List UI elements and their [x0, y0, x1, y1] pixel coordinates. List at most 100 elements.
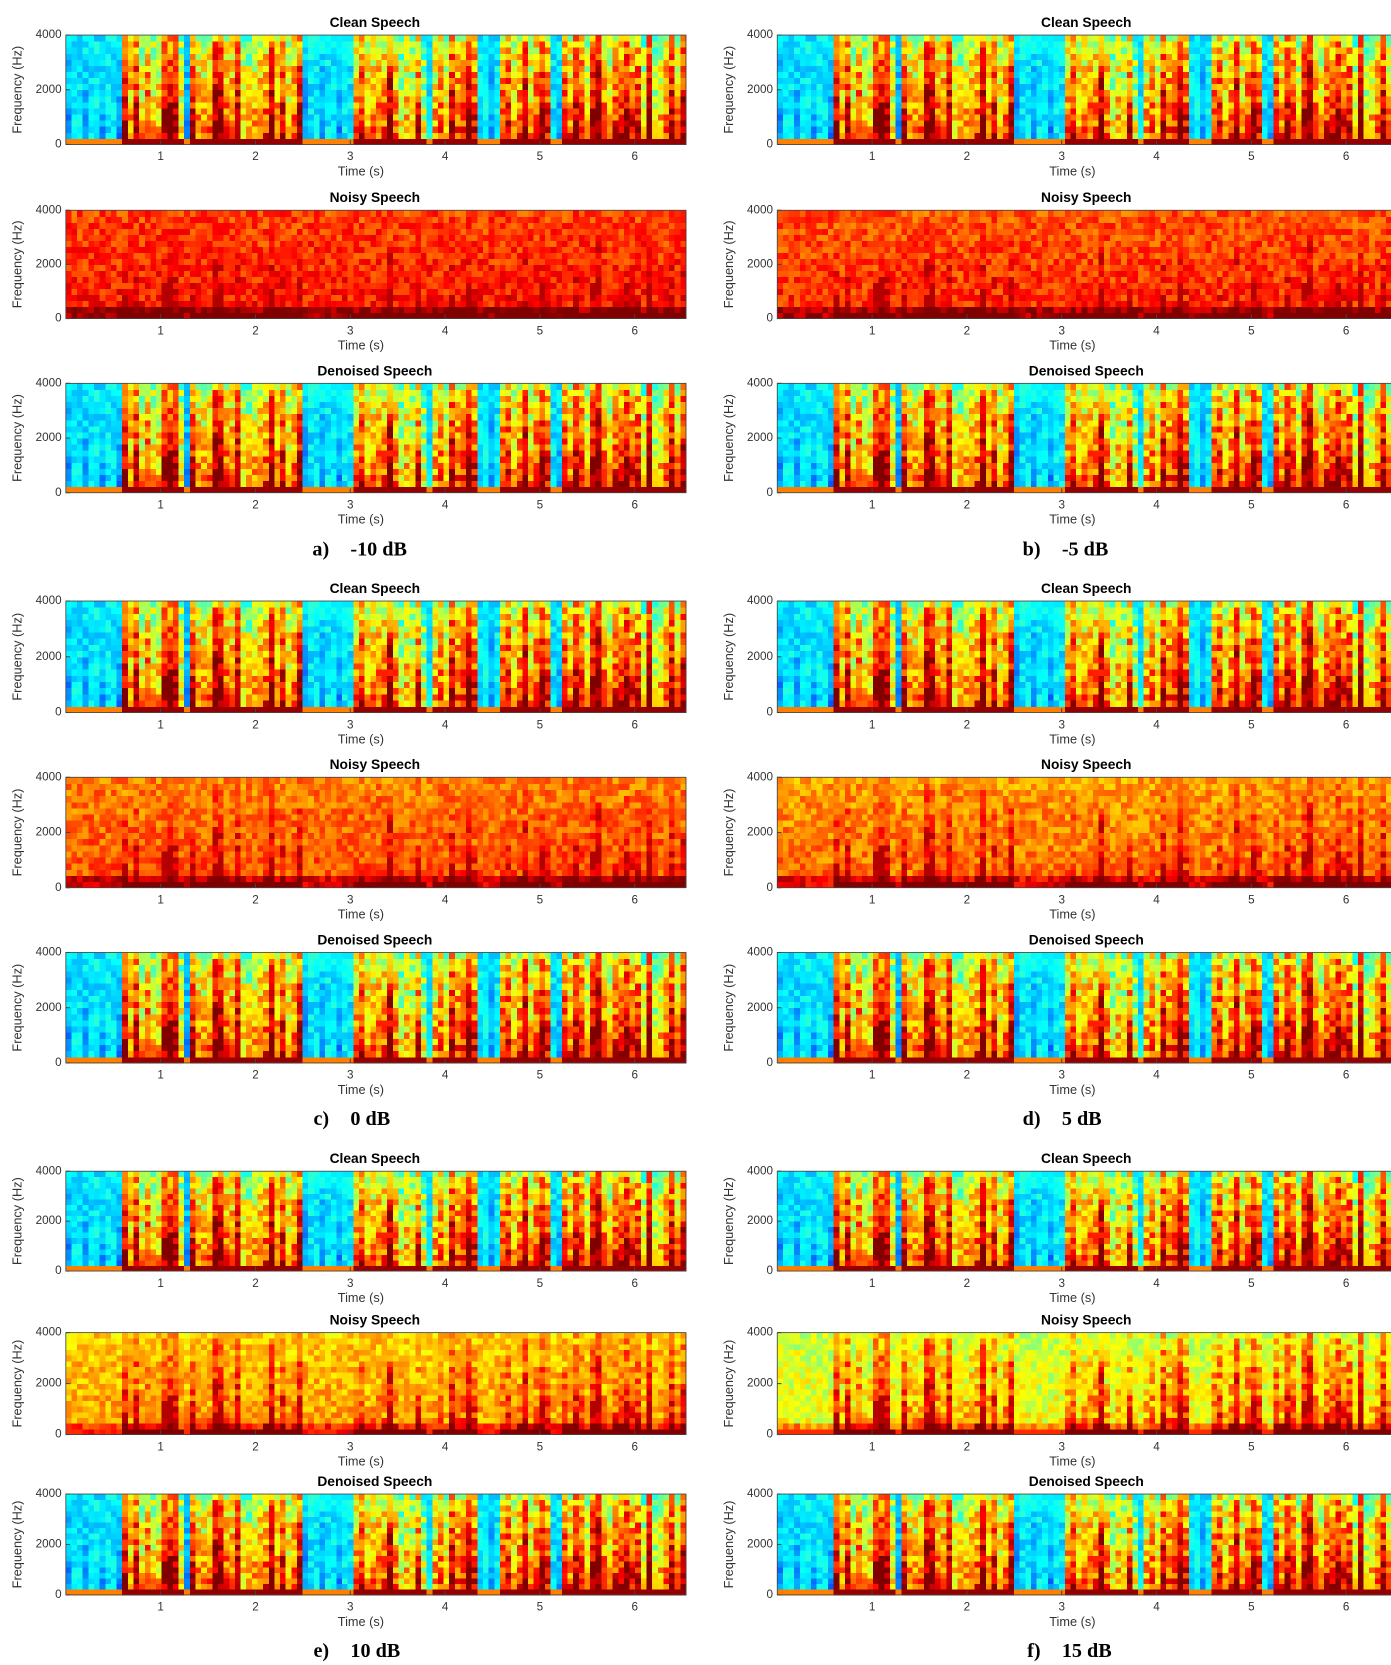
x-tick-label: 6: [631, 1601, 638, 1614]
x-tick-label: 2: [252, 1069, 259, 1082]
x-tick-label: 3: [347, 1277, 354, 1290]
y-tick-label: 2000: [36, 1538, 62, 1551]
spectrogram-image: [777, 1333, 1391, 1435]
spectrogram-image: [66, 35, 687, 145]
x-tick-label: 3: [1058, 1601, 1065, 1614]
y-tick-label: 2000: [747, 1001, 773, 1014]
y-tick-label: 2000: [36, 83, 62, 96]
x-tick-label: 6: [631, 499, 638, 512]
x-tick-label: 5: [1248, 1440, 1254, 1453]
chart-title: Clean Speech: [1041, 1151, 1131, 1166]
x-tick-label: 1: [869, 1277, 876, 1290]
y-tick-label: 4000: [36, 28, 62, 41]
spectrogram-image: [66, 1171, 687, 1271]
y-tick-label: 4000: [747, 1164, 773, 1177]
y-tick-label: 0: [767, 312, 774, 325]
x-tick-label: 5: [537, 1277, 544, 1290]
x-tick-label: 1: [157, 324, 164, 337]
chart-title: Noisy Speech: [330, 1313, 420, 1328]
y-tick-label: 4000: [36, 770, 62, 783]
x-tick-label: 5: [1248, 150, 1254, 163]
y-tick-label: 0: [767, 706, 774, 719]
y-tick-label: 2000: [36, 650, 62, 663]
x-tick-label: 4: [1153, 894, 1160, 907]
x-tick-label: 4: [1153, 1601, 1160, 1614]
x-axis-label: Time (s): [338, 731, 384, 746]
spectrogram-image: [66, 383, 687, 493]
x-tick-label: 2: [964, 718, 971, 731]
x-tick-label: 6: [1343, 1069, 1350, 1082]
x-tick-label: 1: [157, 718, 164, 731]
chart-title: Denoised Speech: [1029, 932, 1144, 947]
x-tick-label: 2: [252, 150, 259, 163]
x-tick-label: 3: [1058, 894, 1065, 907]
x-axis-label: Time (s): [338, 1454, 384, 1469]
y-axis-label: Frequency (Hz): [721, 789, 736, 877]
x-tick-label: 2: [252, 894, 259, 907]
x-tick-label: 1: [869, 1069, 876, 1082]
x-tick-label: 6: [631, 894, 638, 907]
x-axis-label: Time (s): [1049, 338, 1095, 353]
y-tick-label: 0: [767, 881, 774, 894]
x-tick-label: 4: [1153, 1069, 1160, 1082]
x-tick-label: 2: [964, 1601, 971, 1614]
x-tick-label: 3: [347, 1069, 354, 1082]
y-tick-label: 4000: [747, 28, 773, 41]
spectrogram-image: [66, 777, 687, 888]
y-axis-label: Frequency (Hz): [721, 613, 736, 701]
x-tick-label: 5: [537, 150, 544, 163]
chart-title: Denoised Speech: [317, 1474, 432, 1489]
x-tick-label: 6: [1343, 894, 1350, 907]
x-axis-label: Time (s): [1049, 907, 1095, 922]
spectrogram-image: [66, 1333, 687, 1435]
chart-title: Denoised Speech: [317, 363, 432, 378]
x-tick-label: 3: [1058, 1440, 1065, 1453]
x-axis-label: Time (s): [1049, 1082, 1095, 1097]
x-tick-label: 6: [1343, 499, 1350, 512]
x-tick-label: 2: [964, 1277, 971, 1290]
x-axis-label: Time (s): [338, 1290, 384, 1305]
x-tick-label: 1: [157, 1601, 164, 1614]
y-axis-label: Frequency (Hz): [721, 394, 736, 482]
figure: 123456020004000Clean SpeechTime (s)Frequ…: [0, 0, 1391, 1665]
x-tick-label: 3: [347, 1440, 354, 1453]
x-tick-label: 6: [1343, 324, 1350, 337]
x-axis-label: Time (s): [338, 1614, 384, 1629]
x-tick-label: 1: [869, 324, 876, 337]
spectrogram-image: [777, 1171, 1391, 1271]
y-tick-label: 4000: [747, 770, 773, 783]
x-tick-label: 2: [252, 1601, 259, 1614]
y-tick-label: 2000: [36, 1377, 62, 1390]
x-tick-label: 2: [252, 499, 259, 512]
y-tick-label: 0: [55, 1428, 62, 1441]
x-tick-label: 4: [1153, 150, 1160, 163]
x-tick-label: 5: [1248, 1069, 1254, 1082]
chart-title: Denoised Speech: [1029, 363, 1144, 378]
x-axis-label: Time (s): [1049, 731, 1095, 746]
y-tick-label: 2000: [36, 431, 62, 444]
y-tick-label: 2000: [747, 83, 773, 96]
y-tick-label: 0: [767, 1264, 774, 1277]
y-tick-label: 0: [55, 1588, 62, 1601]
chart-title: Clean Speech: [330, 581, 420, 596]
y-tick-label: 2000: [747, 431, 773, 444]
y-tick-label: 2000: [747, 257, 773, 270]
y-tick-label: 4000: [36, 594, 62, 607]
x-tick-label: 5: [537, 324, 544, 337]
x-tick-label: 6: [1343, 1601, 1350, 1614]
y-tick-label: 2000: [36, 1001, 62, 1014]
y-tick-label: 4000: [36, 1326, 62, 1339]
x-tick-label: 5: [537, 499, 544, 512]
y-tick-label: 2000: [747, 826, 773, 839]
x-tick-label: 1: [157, 1440, 164, 1453]
x-tick-label: 3: [347, 324, 354, 337]
chart-title: Denoised Speech: [317, 932, 432, 947]
x-tick-label: 5: [1248, 894, 1254, 907]
y-axis-label: Frequency (Hz): [721, 1501, 736, 1589]
y-tick-label: 0: [767, 1588, 774, 1601]
